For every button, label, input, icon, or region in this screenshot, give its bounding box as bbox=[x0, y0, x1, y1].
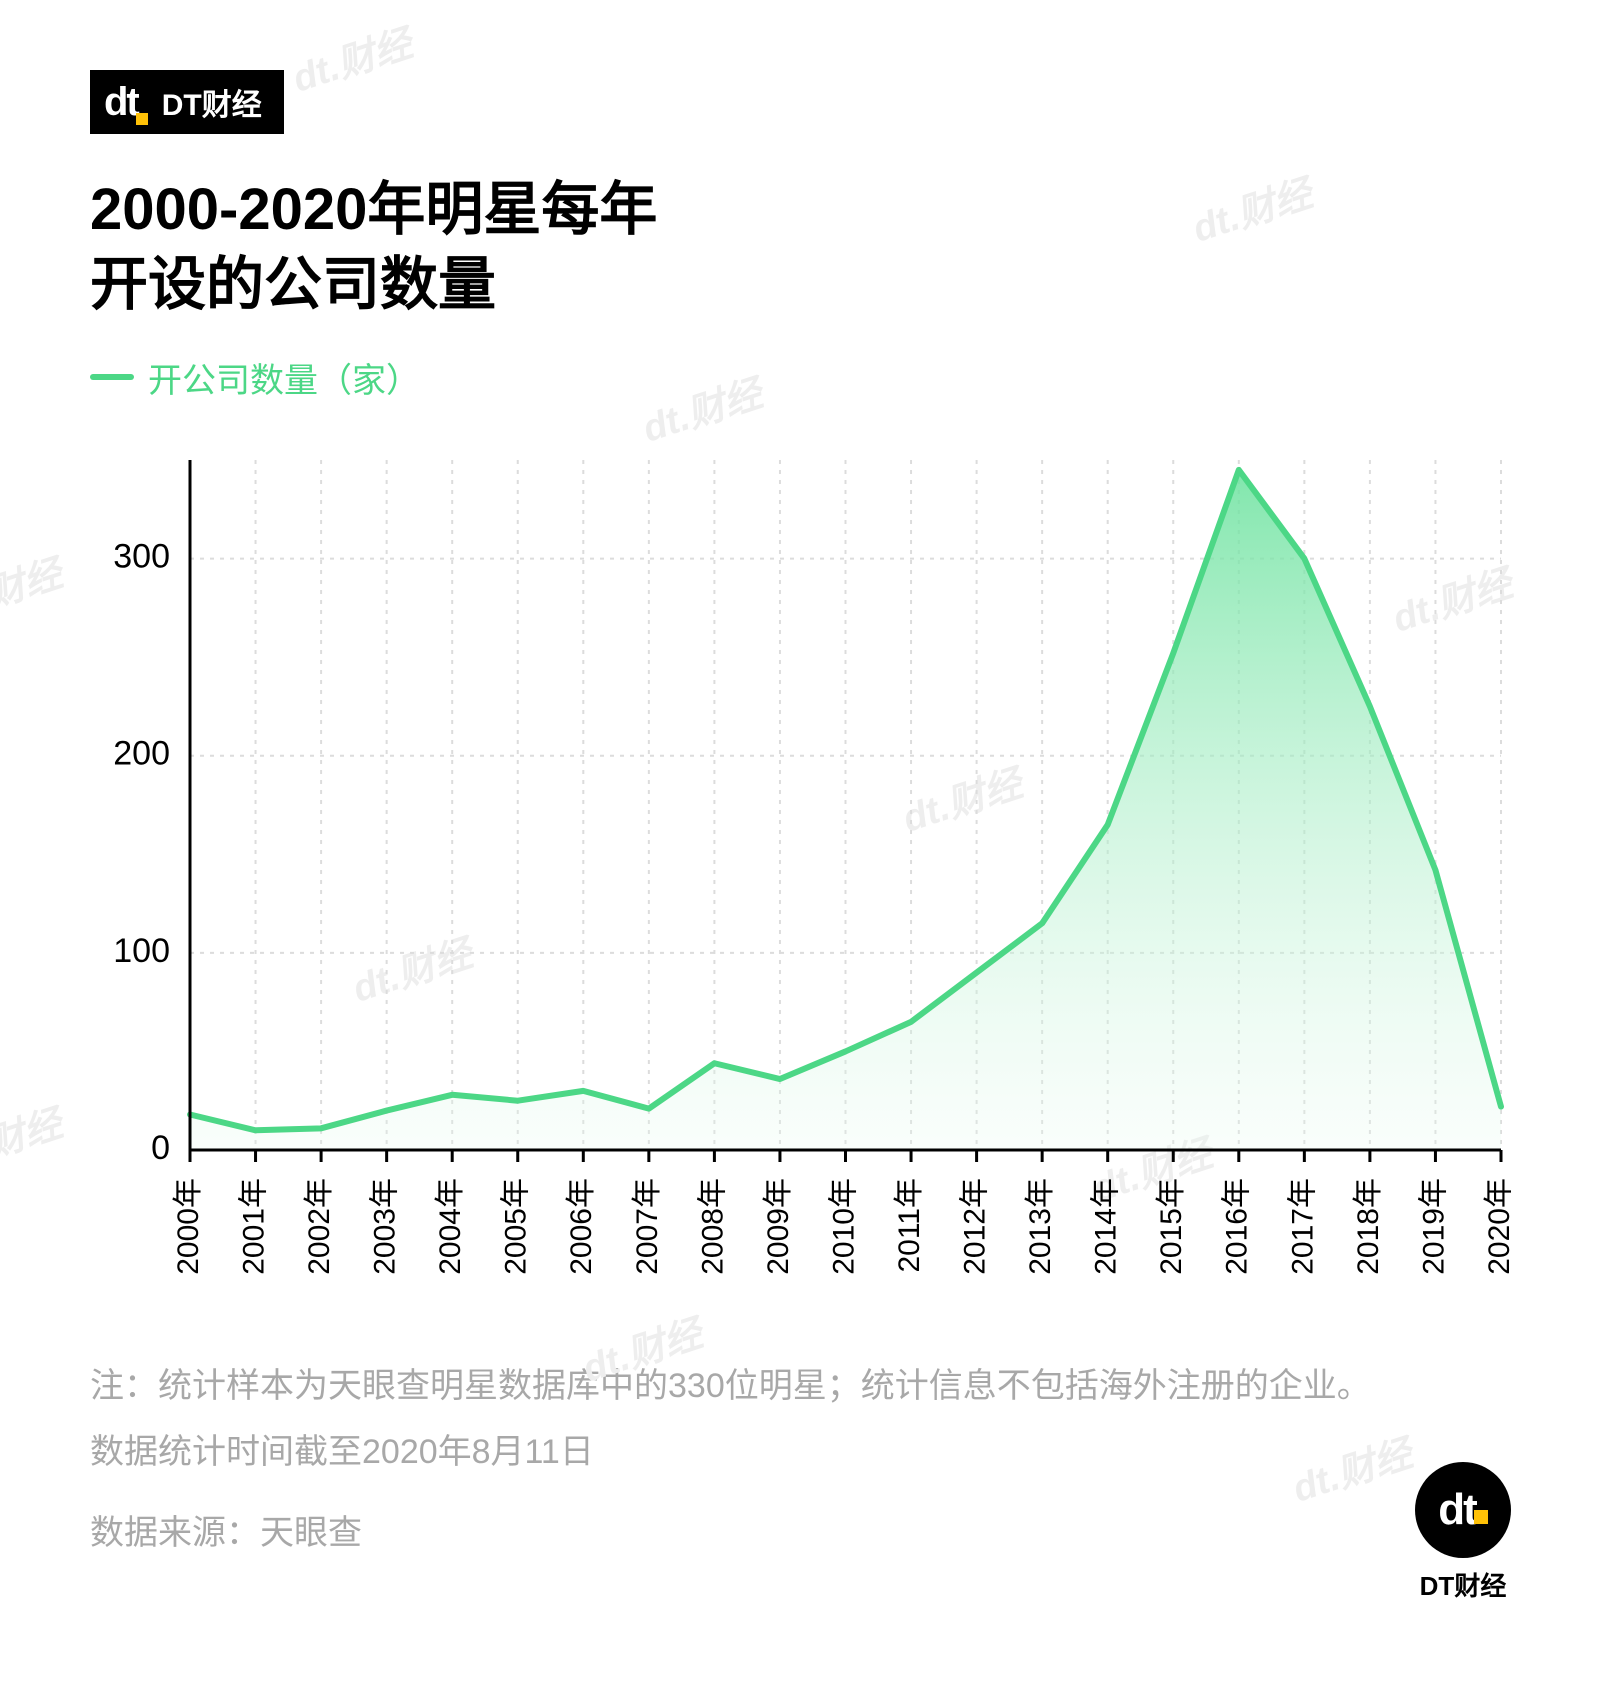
logo-dot-icon bbox=[136, 113, 148, 125]
footnote-source: 数据来源：天眼查 bbox=[90, 1507, 1511, 1560]
svg-text:2018年: 2018年 bbox=[1352, 1178, 1385, 1275]
svg-text:2013年: 2013年 bbox=[1024, 1178, 1057, 1275]
watermark: dt.财经 bbox=[0, 1092, 68, 1182]
svg-text:2019年: 2019年 bbox=[1417, 1178, 1450, 1275]
svg-text:2014年: 2014年 bbox=[1090, 1178, 1123, 1275]
svg-text:0: 0 bbox=[151, 1129, 170, 1167]
watermark: dt.财经 bbox=[284, 12, 417, 102]
svg-text:2020年: 2020年 bbox=[1483, 1178, 1511, 1275]
legend-swatch-icon bbox=[90, 374, 134, 380]
footer-logo-label: DT财经 bbox=[1415, 1566, 1511, 1603]
svg-text:2005年: 2005年 bbox=[500, 1178, 533, 1275]
title-line-1: 2000-2020年明星每年 bbox=[90, 177, 657, 242]
footer-logo-glyph: dt bbox=[1438, 1485, 1488, 1535]
svg-text:2007年: 2007年 bbox=[631, 1178, 664, 1275]
svg-text:200: 200 bbox=[113, 734, 170, 772]
footer-logo-circle: dt bbox=[1415, 1462, 1511, 1558]
legend: 开公司数量（家） bbox=[90, 353, 1511, 402]
svg-text:2002年: 2002年 bbox=[303, 1178, 336, 1275]
svg-text:2016年: 2016年 bbox=[1221, 1178, 1254, 1275]
line-chart-svg: 0 100 200 300 2000年 2001年 2002年 2003年 2004年 2005年… bbox=[90, 420, 1511, 1320]
svg-text:2010年: 2010年 bbox=[827, 1178, 860, 1275]
logo-glyph: dt bbox=[104, 82, 148, 122]
svg-text:2001年: 2001年 bbox=[237, 1178, 270, 1275]
svg-text:2011年: 2011年 bbox=[893, 1178, 926, 1273]
svg-text:2000年: 2000年 bbox=[172, 1178, 205, 1275]
footer-logo-dot-icon bbox=[1474, 1510, 1488, 1524]
chart-title: 2000-2020年明星每年 开设的公司数量 bbox=[90, 172, 1511, 323]
svg-text:100: 100 bbox=[113, 932, 170, 970]
svg-text:2012年: 2012年 bbox=[959, 1178, 992, 1275]
svg-text:2004年: 2004年 bbox=[434, 1178, 467, 1275]
svg-text:300: 300 bbox=[113, 537, 170, 575]
header-logo-label: DT财经 bbox=[162, 80, 262, 124]
title-line-2: 开设的公司数量 bbox=[90, 252, 496, 317]
chart-area: 0 100 200 300 2000年 2001年 2002年 2003年 2004年 2005年… bbox=[90, 420, 1511, 1320]
footnote-note: 注：统计样本为天眼查明星数据库中的330位明星；统计信息不包括海外注册的企业。 bbox=[90, 1360, 1511, 1413]
svg-text:2009年: 2009年 bbox=[762, 1178, 795, 1275]
watermark: dt.财经 bbox=[0, 542, 68, 632]
svg-text:2006年: 2006年 bbox=[565, 1178, 598, 1275]
header-logo-badge: dt DT财经 bbox=[90, 70, 284, 134]
footnote-block: 注：统计样本为天眼查明星数据库中的330位明星；统计信息不包括海外注册的企业。 … bbox=[90, 1360, 1511, 1560]
legend-label: 开公司数量（家） bbox=[148, 353, 420, 402]
svg-text:2015年: 2015年 bbox=[1155, 1178, 1188, 1275]
svg-text:2008年: 2008年 bbox=[696, 1178, 729, 1275]
svg-text:2003年: 2003年 bbox=[369, 1178, 402, 1275]
svg-text:2017年: 2017年 bbox=[1286, 1178, 1319, 1275]
footer-logo: dt DT财经 bbox=[1415, 1462, 1511, 1603]
footnote-date: 数据统计时间截至2020年8月11日 bbox=[90, 1426, 1511, 1479]
